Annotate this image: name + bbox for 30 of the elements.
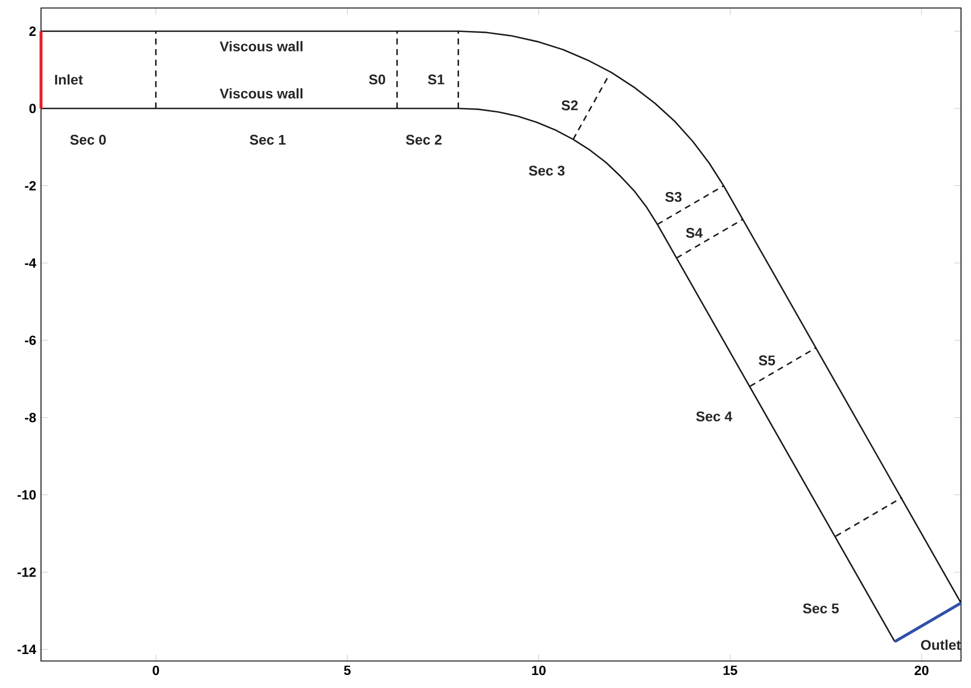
annotation: S2: [562, 100, 578, 110]
y-tick-label: 2: [29, 26, 36, 36]
annotation: Viscous wall: [220, 88, 302, 99]
annotation: S5: [758, 355, 776, 366]
annotation: Sec 3: [528, 166, 565, 176]
annotation: S0: [368, 74, 386, 84]
annotation: Sec 5: [802, 603, 839, 614]
x-tick-label: 20: [914, 666, 928, 676]
y-tick-label: -2: [24, 181, 36, 190]
annotation: Outlet: [921, 640, 961, 650]
annotation: Viscous wall: [220, 41, 302, 52]
y-tick-label: -10: [18, 490, 36, 500]
annotation: Inlet: [55, 74, 83, 85]
y-tick-label: -6: [24, 336, 36, 345]
x-tick-label: 0: [152, 666, 160, 676]
y-tick-label: -12: [18, 567, 36, 577]
y-tick-label: -4: [24, 258, 36, 268]
annotation: S4: [686, 228, 703, 238]
annotation: S1: [428, 74, 444, 84]
y-tick-label: 0: [29, 104, 36, 114]
x-tick-label: 15: [724, 666, 738, 675]
x-tick-label: 10: [532, 666, 546, 676]
annotation: Sec 4: [696, 411, 732, 422]
x-tick-label: 5: [344, 666, 351, 675]
annotation: Sec 1: [250, 134, 286, 145]
y-tick-label: -8: [24, 412, 36, 422]
annotation: Sec 2: [406, 134, 442, 145]
annotation: Sec 0: [70, 134, 106, 145]
y-tick-label: -14: [18, 644, 36, 654]
annotation: S3: [665, 192, 682, 202]
